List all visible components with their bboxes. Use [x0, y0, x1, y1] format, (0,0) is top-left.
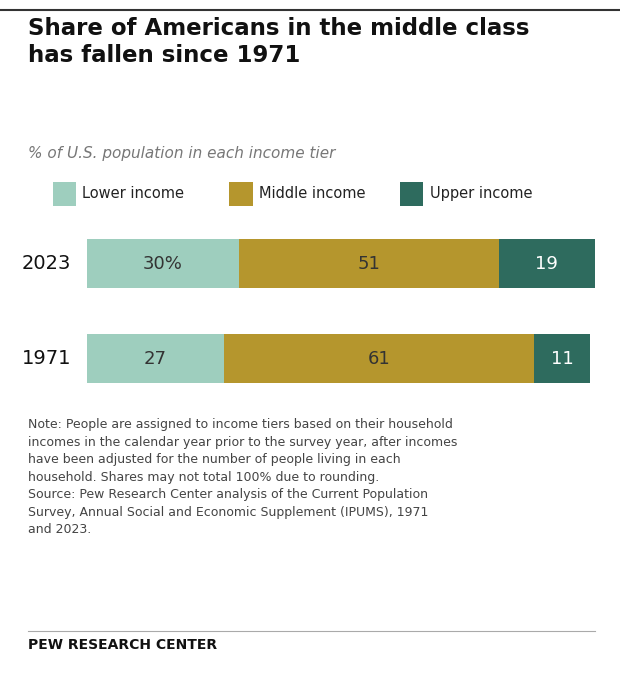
Text: 19: 19 [536, 255, 559, 273]
Text: 1971: 1971 [22, 349, 71, 368]
Bar [498, 239, 595, 288]
Text: 30%: 30% [143, 255, 183, 273]
Bar [87, 334, 224, 384]
Text: 61: 61 [368, 350, 391, 367]
Text: Share of Americans in the middle class
has fallen since 1971: Share of Americans in the middle class h… [28, 17, 529, 67]
Text: 11: 11 [551, 350, 574, 367]
Text: Upper income: Upper income [430, 186, 532, 201]
Bar [534, 334, 590, 384]
Text: PEW RESEARCH CENTER: PEW RESEARCH CENTER [28, 638, 217, 652]
Bar [224, 334, 534, 384]
Bar [87, 239, 239, 288]
Text: 27: 27 [144, 350, 167, 367]
Text: Note: People are assigned to income tiers based on their household
incomes in th: Note: People are assigned to income tier… [28, 418, 458, 537]
Text: 2023: 2023 [22, 254, 71, 273]
Text: % of U.S. population in each income tier: % of U.S. population in each income tier [28, 146, 335, 161]
Text: 51: 51 [358, 255, 381, 273]
Text: Middle income: Middle income [259, 186, 366, 201]
Bar [239, 239, 498, 288]
Text: Lower income: Lower income [82, 186, 185, 201]
